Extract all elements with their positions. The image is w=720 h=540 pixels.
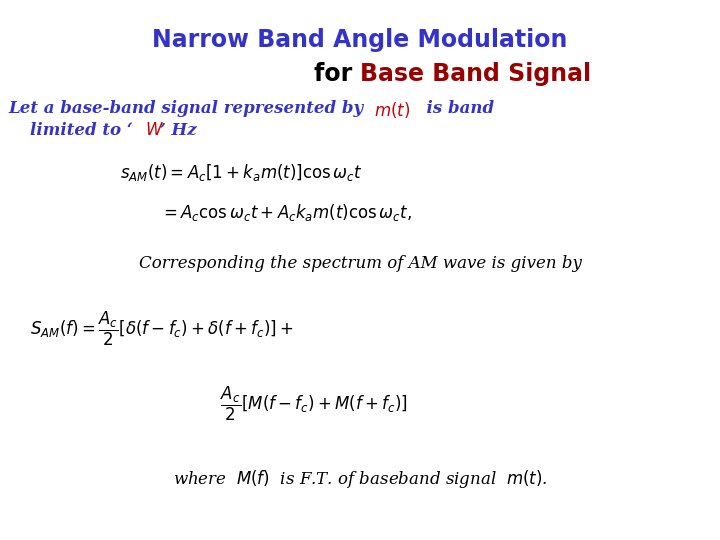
Text: Base Band Signal: Base Band Signal bbox=[360, 62, 591, 86]
Text: Corresponding the spectrum of AM wave is given by: Corresponding the spectrum of AM wave is… bbox=[138, 255, 582, 272]
Text: $= A_c \cos\omega_c t + A_c k_a m(t)\cos\omega_c t,$: $= A_c \cos\omega_c t + A_c k_a m(t)\cos… bbox=[160, 202, 412, 223]
Text: $m(t)$: $m(t)$ bbox=[374, 100, 410, 120]
Text: Let a base-band signal represented by: Let a base-band signal represented by bbox=[8, 100, 369, 117]
Text: ’ Hz: ’ Hz bbox=[160, 122, 197, 139]
Text: $W$: $W$ bbox=[145, 122, 164, 139]
Text: $S_{AM}(f) = \dfrac{A_c}{2}\left[\delta(f-f_c)+\delta(f+f_c)\right]+$: $S_{AM}(f) = \dfrac{A_c}{2}\left[\delta(… bbox=[30, 310, 294, 348]
Text: limited to ‘: limited to ‘ bbox=[30, 122, 132, 139]
Text: $s_{AM}(t) = A_c[1+k_a m(t)]\cos\omega_c t$: $s_{AM}(t) = A_c[1+k_a m(t)]\cos\omega_c… bbox=[120, 162, 363, 183]
Text: is band: is band bbox=[415, 100, 494, 117]
Text: $\dfrac{A_c}{2}\left[M(f-f_c)+M(f+f_c)\right]$: $\dfrac{A_c}{2}\left[M(f-f_c)+M(f+f_c)\r… bbox=[220, 385, 408, 423]
Text: Narrow Band Angle Modulation: Narrow Band Angle Modulation bbox=[153, 28, 567, 52]
Text: for: for bbox=[313, 62, 360, 86]
Text: where  $M(f)$  is F.T. of baseband signal  $m(t)$.: where $M(f)$ is F.T. of baseband signal … bbox=[173, 468, 547, 490]
